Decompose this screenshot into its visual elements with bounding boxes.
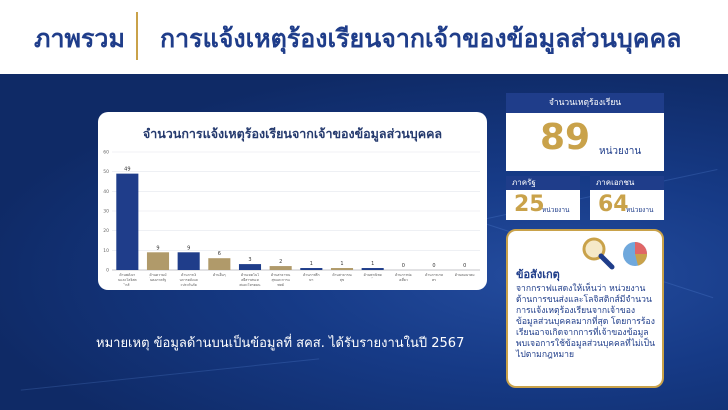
total-label: จำนวนเหตุร้องเรียน (506, 93, 664, 113)
bar-value-label: 1 (310, 261, 313, 267)
government-card: ภาครัฐ 25 หน่วยงาน (506, 176, 580, 220)
page-title: การแจ้งเหตุร้องเรียนจากเจ้าของข้อมูลส่วน… (160, 24, 682, 53)
magnifier-icon (582, 237, 615, 270)
bar (116, 173, 139, 270)
category-label: ด้านการศึก (303, 273, 319, 277)
private-card: ภาคเอกชน 64 หน่วยงาน (590, 176, 664, 220)
government-label: ภาครัฐ (506, 176, 580, 190)
category-label: ด้านการท่อ (395, 273, 411, 277)
category-label: ะประกันภัย (181, 283, 197, 287)
category-label: ลยีสารสนเท (241, 277, 259, 282)
category-label: ด้านการเงิ (181, 273, 196, 277)
bar (208, 258, 231, 270)
footnote: หมายเหตุ ข้อมูลด้านบนเป็นข้อมูลที่ สคส. … (96, 336, 465, 351)
y-tick-label: 40 (103, 189, 109, 195)
private-unit: หน่วยงาน (626, 206, 654, 214)
category-label: ด้านสาธารณ (271, 273, 291, 277)
y-tick-label: 50 (103, 169, 109, 175)
bar (300, 268, 323, 270)
insight-card: ข้อสังเกตุ จากกราฟแสดงให้เห็นว่า หน่วยงา… (506, 229, 664, 388)
bar (177, 252, 200, 270)
chart-title: จำนวนการแจ้งเหตุร้องเรียนจากเจ้าของข้อมู… (142, 126, 443, 141)
bar (361, 268, 384, 270)
category-label: ตร (432, 278, 436, 282)
category-label: ด้านอื่นๆ (213, 272, 226, 277)
government-unit: หน่วยงาน (542, 206, 570, 214)
bar-value-label: 1 (371, 261, 374, 267)
category-label: ่นคงภาครัฐ (149, 277, 166, 282)
header-divider (136, 12, 138, 60)
category-label: สุข (340, 278, 345, 283)
pie-chart-icon (623, 242, 647, 266)
category-label: ด้านพาณิชย (364, 273, 382, 277)
bar (146, 252, 170, 270)
private-label: ภาคเอกชน (590, 176, 664, 190)
bar-value-label: 3 (248, 257, 251, 263)
y-tick-label: 0 (106, 268, 109, 274)
bar-value-label: 6 (218, 251, 221, 257)
category-label: ศและโทรคมน (240, 282, 262, 287)
y-tick-label: 60 (103, 150, 109, 156)
category-label: ด้านคมนาคม (455, 273, 475, 277)
category-label: ด้านพลังงา (119, 273, 135, 277)
y-tick-label: 10 (103, 248, 109, 254)
y-tick-label: 20 (103, 228, 109, 234)
bar-chart: 010203040506049ด้านพลังงานและโลจิสติกส์9… (103, 150, 480, 287)
category-label: ษา (309, 278, 313, 282)
bar-value-label: 1 (340, 261, 343, 267)
bar-value-label: 9 (187, 245, 190, 251)
private-value: 64 (598, 192, 629, 217)
bar (330, 268, 354, 270)
category-label: นและโลจิสต (118, 277, 137, 282)
category-label: ิกส์ (123, 283, 130, 287)
bar-value-label: 0 (432, 263, 435, 269)
insight-title: ข้อสังเกตุ (516, 268, 560, 281)
category-label: ด้านการเกษ (425, 273, 443, 277)
category-label: ด้านเทคโนโ (241, 272, 259, 277)
bar (269, 266, 292, 270)
category-label: ์ (371, 277, 374, 279)
total-unit: หน่วยงาน (599, 146, 642, 157)
section-title: ภาพรวม (34, 24, 125, 53)
bar-value-label: 0 (402, 263, 405, 269)
category-label: ด้านสาธารณ (332, 273, 352, 277)
decor-line (20, 358, 320, 391)
category-label: งเที่ยว (399, 277, 408, 282)
insight-body: จากกราฟแสดงให้เห็นว่า หน่วยงานด้านการขนส… (516, 284, 655, 360)
bar-value-label: 0 (463, 263, 466, 269)
category-label: พทย์ (277, 283, 283, 287)
bar-value-label: 49 (124, 167, 130, 173)
total-value: 89 (540, 117, 591, 158)
bar-value-label: 2 (279, 259, 282, 265)
category-label: นการคลังแล (179, 278, 197, 282)
chart-card: จำนวนการแจ้งเหตุร้องเรียนจากเจ้าของข้อมู… (98, 112, 487, 290)
government-value: 25 (514, 192, 545, 217)
category-label: ด้านความมั (150, 273, 167, 277)
bar (238, 264, 262, 270)
category-label: สุขและการแ (271, 278, 290, 283)
bar-value-label: 9 (156, 245, 159, 251)
header: ภาพรวม การแจ้งเหตุร้องเรียนจากเจ้าของข้อ… (0, 0, 728, 74)
y-tick-label: 30 (103, 209, 109, 215)
total-complaints-card: จำนวนเหตุร้องเรียน 89 หน่วยงาน (506, 93, 664, 171)
